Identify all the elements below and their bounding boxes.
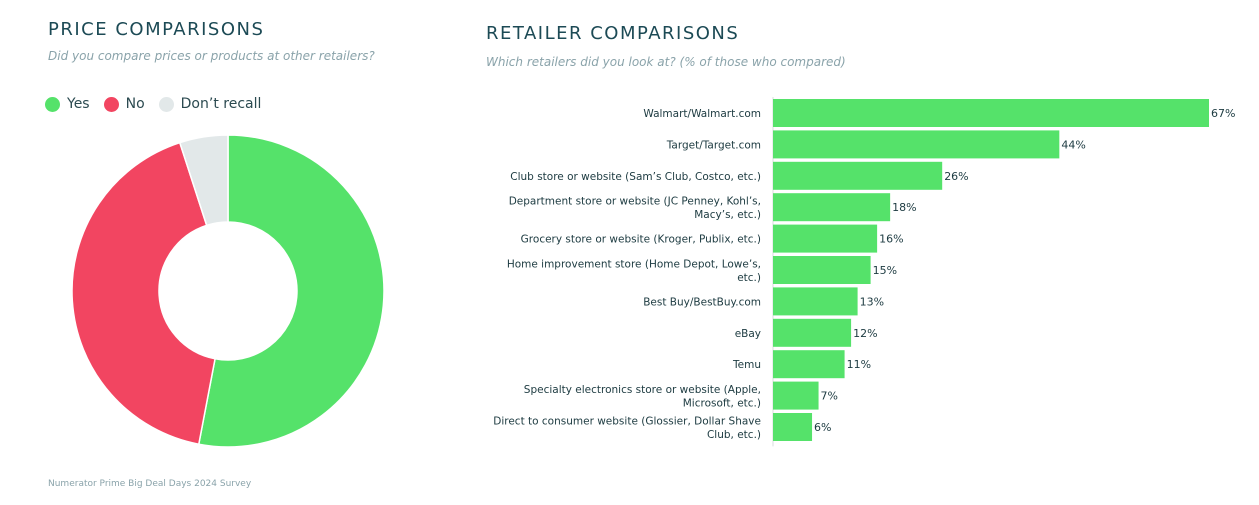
- bar-category-label-8: Temu: [732, 359, 761, 371]
- bar-10: [773, 413, 813, 441]
- bar-category-label-4: Grocery store or website (Kroger, Publix…: [521, 234, 761, 246]
- bar-2: [773, 161, 943, 190]
- bar-6: [773, 287, 858, 316]
- bar-category-label-line: Walmart/Walmart.com: [643, 108, 761, 120]
- bar-category-label-line: Temu: [732, 359, 761, 371]
- bar-category-label-5: Home improvement store (Home Depot, Lowe…: [507, 258, 761, 284]
- bar-value-label-6: 13%: [860, 295, 884, 308]
- price-comparisons-title: PRICE COMPARISONS: [48, 19, 265, 40]
- bar-value-label-7: 12%: [853, 327, 877, 340]
- bar-7: [773, 318, 852, 347]
- bar-category-label-0: Walmart/Walmart.com: [643, 108, 761, 120]
- bar-category-label-line: Club, etc.): [707, 429, 761, 441]
- retailer-comparisons-subtitle: Which retailers did you look at? (% of t…: [486, 55, 846, 69]
- donut-slice-yes: [197, 134, 385, 448]
- legend-label-dont-recall: Don’t recall: [180, 96, 262, 112]
- bar-category-label-line: etc.): [737, 272, 761, 284]
- legend-swatch-yes: [45, 96, 60, 112]
- bar-category-label-line: Grocery store or website (Kroger, Publix…: [521, 234, 761, 246]
- bar-category-label-line: Department store or website (JC Penney, …: [509, 195, 761, 207]
- bar-8: [773, 350, 845, 379]
- donut-legend: Yes No Don’t recall: [45, 96, 275, 112]
- price-comparisons-subtitle: Did you compare prices or products at ot…: [48, 49, 375, 63]
- bar-5: [773, 256, 871, 284]
- legend-swatch-dont-recall: [158, 96, 174, 112]
- legend-item-no: No: [103, 96, 145, 112]
- bar-value-label-3: 18%: [892, 201, 916, 214]
- bar-0: [773, 99, 1209, 127]
- legend-item-dont-recall: Don’t recall: [158, 96, 262, 112]
- bar-category-label-line: Microsoft, etc.): [683, 397, 761, 409]
- bar-category-label-line: Club store or website (Sam’s Club, Costc…: [510, 171, 761, 183]
- legend-label-no: No: [125, 96, 145, 112]
- bar-category-label-line: Home improvement store (Home Depot, Lowe…: [507, 258, 761, 270]
- legend-item-yes: Yes: [45, 96, 90, 112]
- bar-category-label-9: Specialty electronics store or website (…: [524, 384, 761, 410]
- bar-value-label-0: 67%: [1211, 107, 1235, 120]
- bar-category-label-6: Best Buy/BestBuy.com: [643, 296, 761, 308]
- legend-label-yes: Yes: [67, 96, 90, 112]
- bar-value-label-10: 6%: [814, 421, 831, 434]
- bar-category-label-line: Specialty electronics store or website (…: [524, 384, 761, 396]
- retailer-comparisons-title: RETAILER COMPARISONS: [486, 23, 740, 44]
- bar-category-label-7: eBay: [735, 328, 761, 340]
- bar-category-label-3: Department store or website (JC Penney, …: [509, 195, 761, 221]
- bar-3: [773, 193, 891, 222]
- bar-value-label-4: 16%: [879, 233, 903, 246]
- bar-4: [773, 224, 878, 253]
- donut-slice-dont-recall: [178, 134, 229, 227]
- bar-category-label-line: Macy’s, etc.): [694, 209, 761, 221]
- bar-category-label-10: Direct to consumer website (Glossier, Do…: [493, 415, 761, 441]
- bar-category-label-line: Target/Target.com: [666, 139, 761, 151]
- bar-value-label-2: 26%: [944, 170, 968, 183]
- bar-value-label-5: 15%: [873, 264, 897, 277]
- donut-slice-no: [71, 141, 216, 446]
- bar-value-label-1: 44%: [1061, 138, 1085, 151]
- bar-1: [773, 130, 1060, 159]
- bar-category-label-2: Club store or website (Sam’s Club, Costc…: [510, 171, 761, 183]
- source-note: Numerator Prime Big Deal Days 2024 Surve…: [48, 479, 252, 489]
- bar-category-label-line: eBay: [735, 328, 761, 340]
- bar-9: [773, 381, 819, 410]
- price-comparison-donut-chart: [71, 134, 385, 448]
- bar-category-label-line: Best Buy/BestBuy.com: [643, 296, 761, 308]
- bar-value-label-9: 7%: [821, 390, 838, 403]
- bar-value-label-8: 11%: [847, 358, 871, 371]
- bar-category-label-1: Target/Target.com: [666, 139, 761, 151]
- bar-category-label-line: Direct to consumer website (Glossier, Do…: [493, 415, 761, 427]
- legend-swatch-no: [103, 96, 119, 112]
